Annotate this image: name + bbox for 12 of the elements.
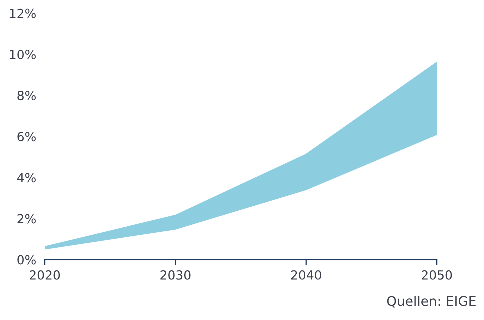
x-tick-label: 2030 (160, 270, 191, 280)
source-note: Quellen: EIGE (387, 296, 476, 308)
x-tick-label: 2050 (422, 270, 452, 280)
y-tick-label: 8% (18, 91, 36, 100)
y-tick-label: 12% (10, 8, 36, 18)
x-tick-label: 2040 (291, 270, 322, 280)
y-tick-label: 0% (18, 255, 36, 265)
y-tick-label: 6% (18, 132, 36, 142)
y-tick-label: 2% (18, 214, 36, 224)
x-tick-label: 2020 (30, 270, 60, 280)
y-tick-label: 10% (10, 50, 36, 60)
y-tick-label: 4% (17, 173, 36, 183)
